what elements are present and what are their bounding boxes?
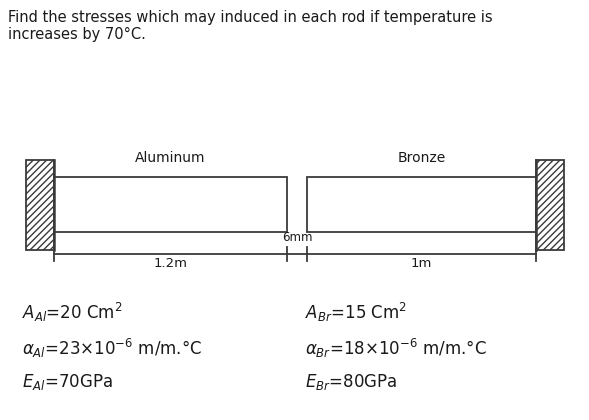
Text: Bronze: Bronze	[398, 151, 446, 165]
Bar	[307, 177, 536, 232]
Text: $A_{Al}$=20 Cm$^{2}$: $A_{Al}$=20 Cm$^{2}$	[22, 300, 123, 323]
Bar	[536, 160, 564, 249]
Text: $\alpha_{Br}$=18$\times$10$^{-6}$ m/m.°C: $\alpha_{Br}$=18$\times$10$^{-6}$ m/m.°C	[305, 336, 487, 360]
Text: increases by 70°C.: increases by 70°C.	[8, 27, 146, 42]
Text: $E_{Br}$=80GPa: $E_{Br}$=80GPa	[305, 372, 398, 392]
Text: Find the stresses which may induced in each rod if temperature is: Find the stresses which may induced in e…	[8, 10, 492, 25]
Text: $\alpha_{Al}$=23$\times$10$^{-6}$ m/m.°C: $\alpha_{Al}$=23$\times$10$^{-6}$ m/m.°C	[22, 336, 202, 360]
Text: 6mm: 6mm	[282, 231, 312, 244]
Bar	[54, 177, 287, 232]
Text: $E_{Al}$=70GPa: $E_{Al}$=70GPa	[22, 372, 113, 392]
Bar	[26, 160, 54, 249]
Text: 1m: 1m	[411, 257, 432, 270]
Text: $A_{Br}$=15 Cm$^{2}$: $A_{Br}$=15 Cm$^{2}$	[305, 300, 407, 323]
Text: 1.2m: 1.2m	[154, 257, 187, 270]
Text: Aluminum: Aluminum	[135, 151, 206, 165]
